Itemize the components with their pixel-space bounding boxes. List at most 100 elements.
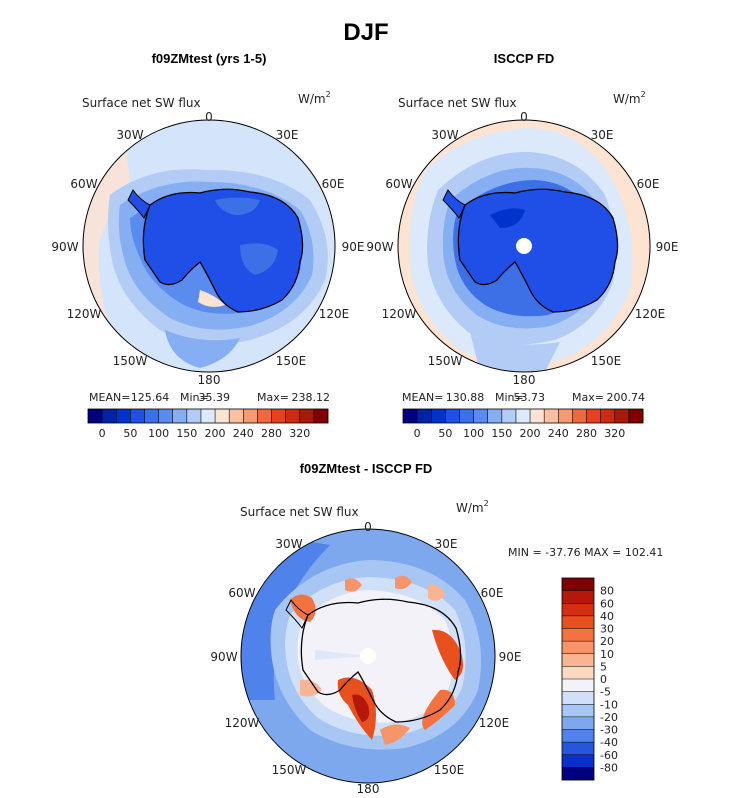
stat-min-label: Min=	[495, 391, 524, 404]
panel-model-lon-labels: 0 30E 60E 90E 120E 150E 180 150W 120W 90…	[51, 110, 364, 387]
lon-label: 180	[357, 782, 380, 796]
colorbar-frame	[87, 408, 329, 424]
panel-obs-pole-hole	[516, 238, 532, 254]
panel-obs-antarctica	[442, 188, 619, 313]
colorbar-tick-label: 0	[99, 427, 106, 440]
lon-label: 60W	[228, 586, 255, 600]
colorbar-tick-label: 5	[600, 660, 607, 673]
colorbar-swatch	[215, 409, 230, 423]
colorbar-swatch	[102, 409, 117, 423]
lon-label: 60W	[70, 177, 97, 191]
colorbar-swatch	[586, 409, 601, 423]
colorbar-tick-label: 280	[261, 427, 282, 440]
panel-model-map-border	[82, 119, 336, 373]
colorbar-swatch	[459, 409, 474, 423]
lon-label: 120W	[382, 307, 417, 321]
panel-model-stats: MEAN= 125.64 Min= 35.39 Max= 238.12	[89, 391, 330, 404]
colorbar-tick-label: 80	[600, 585, 614, 598]
colorbar-tick-label: -5	[600, 686, 611, 699]
colorbar-tick-label: 20	[600, 635, 614, 648]
panel-model: f09ZMtest (yrs 1-5) Surface net SW flux …	[51, 51, 364, 440]
stat-max: 200.74	[607, 391, 646, 404]
colorbar-tick-label: 240	[233, 427, 254, 440]
lon-label: 30E	[435, 537, 458, 551]
lon-label: 60W	[385, 177, 412, 191]
lon-label: 150E	[276, 354, 307, 368]
colorbar-swatch	[562, 691, 594, 705]
lon-label: 120W	[225, 716, 260, 730]
panel-obs-colorbar: 0 50 100 150 200 240 280 320	[402, 408, 644, 440]
colorbar-swatch	[544, 409, 559, 423]
colorbar-swatch	[200, 409, 216, 423]
colorbar-swatch	[130, 409, 145, 423]
stat-min-label: Min=	[180, 391, 209, 404]
lon-label: 90E	[499, 650, 522, 664]
panel-obs: ISCCP FD Surface net SW flux W/m2 0 30E …	[366, 51, 678, 440]
colorbar-tick-label: 50	[438, 427, 452, 440]
colorbar-swatch	[431, 409, 446, 423]
colorbar-frame	[402, 408, 644, 424]
panel-diff-subtitle: f09ZMtest - ISCCP FD	[300, 461, 433, 476]
lon-label: 30W	[275, 537, 302, 551]
colorbar-swatch	[417, 409, 432, 423]
lon-label: 0	[520, 110, 528, 124]
colorbar-tick-label: 100	[463, 427, 484, 440]
colorbar-swatch	[562, 679, 594, 692]
colorbar-swatch	[243, 409, 258, 423]
colorbar-tick-label: 280	[576, 427, 597, 440]
colorbar-swatch	[600, 409, 616, 423]
colorbar-swatch	[562, 716, 594, 730]
stat-max-label: Max=	[257, 391, 289, 404]
lon-label: 90E	[342, 240, 365, 254]
colorbar-swatch	[562, 653, 594, 667]
lon-label: 120E	[635, 307, 666, 321]
stat-mean: 125.64	[131, 391, 170, 404]
stat-max-label: Max=	[572, 391, 604, 404]
colorbar-swatch	[445, 409, 460, 423]
colorbar-swatch	[562, 666, 594, 680]
colorbar-tick-label: 150	[176, 427, 197, 440]
lon-label: 150W	[428, 354, 463, 368]
colorbar-swatch	[403, 409, 418, 423]
colorbar-tick-label: 60	[600, 597, 614, 610]
lon-label: 150E	[591, 354, 622, 368]
lon-label: 0	[364, 520, 372, 534]
colorbar-swatch	[628, 409, 644, 423]
colorbar-swatch	[558, 409, 573, 423]
colorbar-swatch	[562, 590, 594, 604]
stat-mean-label: MEAN=	[402, 391, 443, 404]
lon-label: 0	[205, 110, 213, 124]
colorbar-swatch	[562, 767, 594, 781]
panel-obs-units: W/m2	[613, 90, 646, 106]
colorbar-tick-label: 320	[289, 427, 310, 440]
stat-max: 238.12	[292, 391, 331, 404]
colorbar-swatch	[562, 754, 594, 768]
colorbar-swatch	[487, 409, 503, 423]
lon-label: 30W	[431, 128, 458, 142]
colorbar-swatch	[562, 704, 594, 718]
colorbar-swatch	[530, 409, 545, 423]
colorbar-swatch	[562, 641, 594, 655]
colorbar-swatch	[473, 409, 489, 423]
colorbar-swatch	[313, 409, 329, 423]
colorbar-swatch	[562, 729, 594, 743]
lon-label: 60E	[322, 177, 345, 191]
colorbar-swatch	[88, 409, 103, 423]
panel-diff-antarctica	[285, 598, 462, 723]
colorbar-swatch	[229, 409, 244, 423]
stat-mean: 130.88	[446, 391, 485, 404]
colorbar-swatch	[299, 409, 315, 423]
panel-obs-lon-labels: 0 30E 60E 90E 120E 150E 180 150W 120W 90…	[366, 110, 678, 387]
panel-model-variable: Surface net SW flux	[82, 96, 201, 110]
lon-label: 90W	[366, 240, 393, 254]
lon-label: 120E	[319, 307, 350, 321]
lon-label: 90W	[210, 650, 237, 664]
stat-min: 35.39	[199, 391, 231, 404]
lon-label: 90W	[51, 240, 78, 254]
panel-obs-variable: Surface net SW flux	[398, 96, 517, 110]
lon-label: 120E	[479, 716, 510, 730]
colorbar-tick-label: 0	[414, 427, 421, 440]
panel-diff-variable: Surface net SW flux	[240, 505, 359, 519]
stat-min: 53.73	[514, 391, 546, 404]
